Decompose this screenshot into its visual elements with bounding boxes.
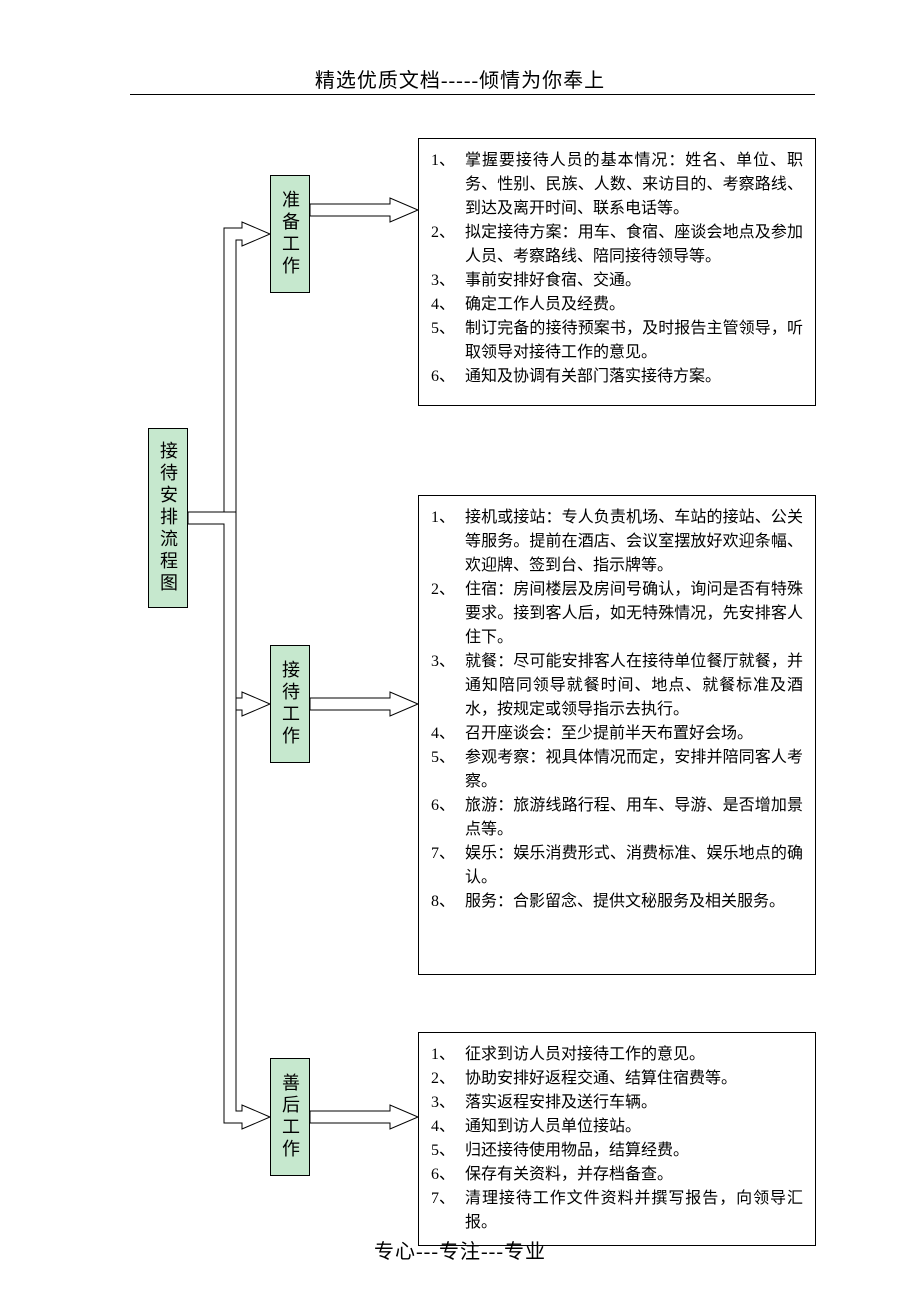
list-item: 娱乐：娱乐消费形式、消费标准、娱乐地点的确认。: [431, 842, 803, 890]
page: 精选优质文档-----倾情为你奉上 接待安排流程图 准备工作 接待工作 善后工作…: [0, 0, 920, 1302]
list-item: 拟定接待方案：用车、食宿、座谈会地点及参加人员、考察路线、陪同接待领导等。: [431, 221, 803, 269]
list-item: 归还接待使用物品，结算经费。: [431, 1139, 803, 1163]
list-item: 制订完备的接待预案书，及时报告主管领导，听取领导对接待工作的意见。: [431, 317, 803, 365]
stage-node-reception: 接待工作: [270, 645, 310, 763]
list-item: 掌握要接待人员的基本情况：姓名、单位、职务、性别、民族、人数、来访目的、考察路线…: [431, 149, 803, 221]
detail-box-reception: 接机或接站：专人负责机场、车站的接站、公关等服务。提前在酒店、会议室摆放好欢迎条…: [418, 495, 816, 975]
list-item: 参观考察：视具体情况而定，安排并陪同客人考察。: [431, 746, 803, 794]
stage-label: 善后工作: [277, 1073, 303, 1161]
stage-node-prep: 准备工作: [270, 175, 310, 293]
list-item: 服务：合影留念、提供文秘服务及相关服务。: [431, 890, 803, 914]
list-item: 确定工作人员及经费。: [431, 293, 803, 317]
list-item: 落实返程安排及送行车辆。: [431, 1091, 803, 1115]
list-item: 住宿：房间楼层及房间号确认，询问是否有特殊要求。接到客人后，如无特殊情况，先安排…: [431, 578, 803, 650]
list-item: 就餐：尽可能安排客人在接待单位餐厅就餐，并通知陪同领导就餐时间、地点、就餐标准及…: [431, 650, 803, 722]
stage-label: 准备工作: [277, 190, 303, 278]
detail-box-aftermath: 征求到访人员对接待工作的意见。协助安排好返程交通、结算住宿费等。落实返程安排及送…: [418, 1032, 816, 1246]
list-item: 接机或接站：专人负责机场、车站的接站、公关等服务。提前在酒店、会议室摆放好欢迎条…: [431, 506, 803, 578]
list-item: 通知及协调有关部门落实接待方案。: [431, 365, 803, 389]
list-item: 事前安排好食宿、交通。: [431, 269, 803, 293]
detail-box-prep: 掌握要接待人员的基本情况：姓名、单位、职务、性别、民族、人数、来访目的、考察路线…: [418, 138, 816, 406]
list-item: 通知到访人员单位接站。: [431, 1115, 803, 1139]
root-node: 接待安排流程图: [148, 428, 188, 608]
detail-list: 掌握要接待人员的基本情况：姓名、单位、职务、性别、民族、人数、来访目的、考察路线…: [431, 149, 803, 389]
list-item: 协助安排好返程交通、结算住宿费等。: [431, 1067, 803, 1091]
list-item: 旅游：旅游线路行程、用车、导游、是否增加景点等。: [431, 794, 803, 842]
list-item: 征求到访人员对接待工作的意见。: [431, 1043, 803, 1067]
list-item: 保存有关资料，并存档备查。: [431, 1163, 803, 1187]
detail-list: 接机或接站：专人负责机场、车站的接站、公关等服务。提前在酒店、会议室摆放好欢迎条…: [431, 506, 803, 914]
list-item: 清理接待工作文件资料并撰写报告，向领导汇报。: [431, 1187, 803, 1235]
stage-label: 接待工作: [277, 660, 303, 748]
list-item: 召开座谈会：至少提前半天布置好会场。: [431, 722, 803, 746]
page-footer: 专心---专注---专业: [0, 1235, 920, 1264]
stage-node-aftermath: 善后工作: [270, 1058, 310, 1176]
root-node-label: 接待安排流程图: [155, 441, 181, 595]
detail-list: 征求到访人员对接待工作的意见。协助安排好返程交通、结算住宿费等。落实返程安排及送…: [431, 1043, 803, 1235]
